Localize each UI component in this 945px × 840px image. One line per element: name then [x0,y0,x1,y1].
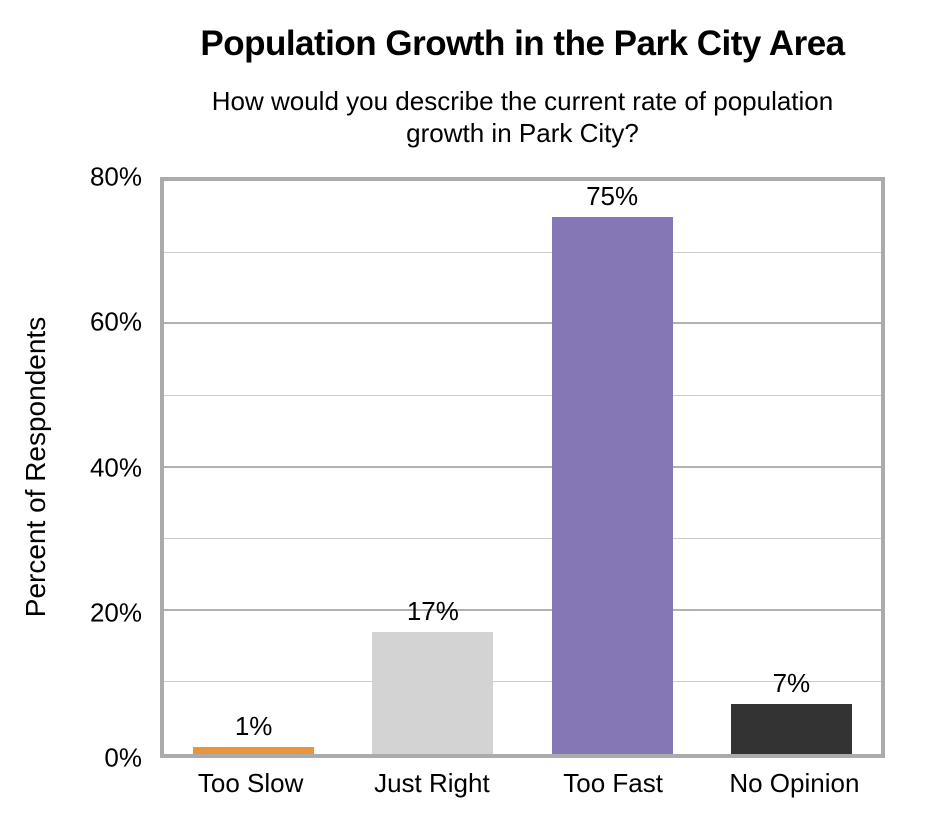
chart-subtitle-text: How would you describe the current rate … [211,86,834,148]
bars-container: 1% 17% 75% 7% [164,181,881,754]
bar-value-label: 1% [234,710,273,741]
bar-too-fast: 75% [551,181,673,754]
major-gridline [164,465,881,468]
y-tick-label: 40% [89,452,142,482]
bar-no-opinion: 7% [730,668,852,754]
bar-slot: 17% [343,181,522,754]
x-category-label: Too Slow [197,768,304,798]
minor-gridline [164,538,881,540]
bar-value-label: 75% [586,180,639,211]
bar-slot: 75% [523,181,702,754]
y-tick-label: 80% [89,161,142,192]
major-gridline [164,608,881,611]
minor-gridline [164,681,881,683]
chart-subtitle: How would you describe the current rate … [160,86,885,149]
y-tick-label: 0% [104,742,142,773]
bar-value-label: 7% [772,667,811,698]
x-axis-labels: Too Slow Just Right Too Fast No Opinion [160,768,885,799]
bar-just-right: 17% [372,596,494,754]
plot-area: 1% 17% 75% 7% [160,177,885,758]
chart-title: Population Growth in the Park City Area [200,24,845,63]
minor-gridline [164,394,881,396]
y-tick-label: 20% [89,597,142,628]
y-axis-ticks: 0% 20% 40% 60% 80% [0,162,146,773]
minor-gridline [164,251,881,253]
x-category-label: No Opinion [729,768,860,798]
major-gridline [164,322,881,325]
x-category-label: Just Right [374,768,490,798]
bar-slot: 7% [702,181,881,754]
x-category-label: Too Fast [563,768,663,798]
bar-too-slow: 1% [193,711,315,754]
gridlines [164,181,881,754]
bar-value-label: 17% [406,596,459,627]
bar-slot: 1% [164,181,343,754]
y-tick-label: 60% [89,306,142,337]
